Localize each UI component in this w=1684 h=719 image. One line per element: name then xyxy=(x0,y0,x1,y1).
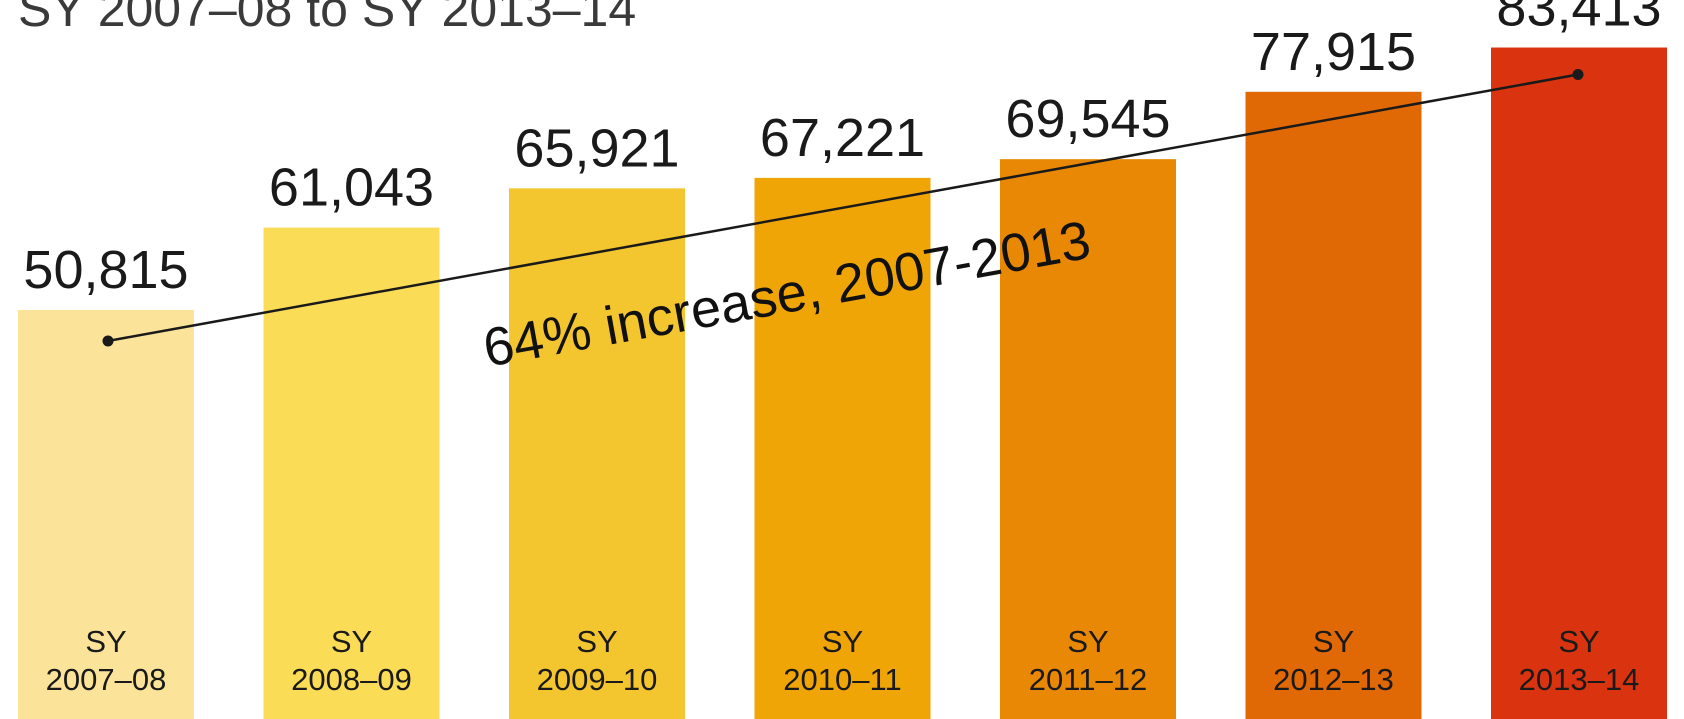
bar-value-label: 83,413 xyxy=(1496,0,1661,38)
bar-value-label: 65,921 xyxy=(514,118,679,178)
category-label-line1: SY xyxy=(1558,624,1599,659)
category-label-line1: SY xyxy=(1313,624,1354,659)
category-label-line2: 2010–11 xyxy=(783,662,901,697)
trend-end-dot xyxy=(1572,69,1584,81)
category-label-line2: 2011–12 xyxy=(1029,662,1147,697)
category-label-line2: 2007–08 xyxy=(46,662,167,697)
bars-layer: 50,815SY2007–0861,043SY2008–0965,921SY20… xyxy=(18,0,1667,719)
bar-value-label: 61,043 xyxy=(269,158,434,218)
category-label-line2: 2008–09 xyxy=(291,662,412,697)
category-label-line1: SY xyxy=(822,624,863,659)
trend-line xyxy=(107,73,1579,343)
bar-value-label: 67,221 xyxy=(760,108,925,168)
bar-value-label: 50,815 xyxy=(23,240,188,300)
category-label-line2: 2009–10 xyxy=(537,662,658,697)
bar-value-label: 77,915 xyxy=(1251,22,1416,82)
category-label-line1: SY xyxy=(331,624,372,659)
category-label-line1: SY xyxy=(85,624,126,659)
category-label-line1: SY xyxy=(576,624,617,659)
category-label-line2: 2012–13 xyxy=(1273,662,1394,697)
category-label-line1: SY xyxy=(1067,624,1108,659)
bar-6 xyxy=(1491,47,1667,719)
bar-5 xyxy=(1245,91,1422,719)
bar-0 xyxy=(18,309,194,719)
bar-3 xyxy=(754,177,931,719)
bar-1 xyxy=(263,227,440,719)
chart-title: SY 2007–08 to SY 2013–14 xyxy=(18,0,636,37)
bar-value-label: 69,545 xyxy=(1005,89,1170,149)
bar-2 xyxy=(509,188,685,719)
category-label-line2: 2013–14 xyxy=(1519,662,1640,697)
trend-start-dot xyxy=(102,335,114,347)
bar-4 xyxy=(1000,159,1176,719)
